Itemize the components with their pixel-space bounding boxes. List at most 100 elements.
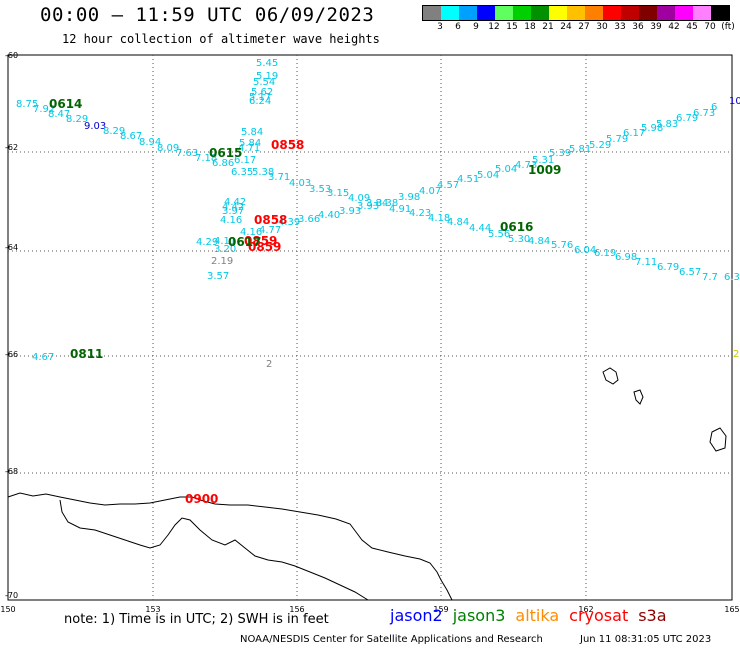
colorbar-label: (ft) <box>721 22 735 32</box>
wave-height-value: 6.86 <box>212 158 234 169</box>
colorbar-swatch <box>675 6 693 20</box>
credit-line: NOAA/NESDIS Center for Satellite Applica… <box>240 634 543 645</box>
wave-height-value: 4.39 <box>278 217 300 228</box>
pass-time-label: 0859 <box>248 240 281 254</box>
wave-height-value: 4.84 <box>528 236 550 247</box>
colorbar-label: 36 <box>632 22 644 32</box>
latitude-label: -68 <box>5 467 18 476</box>
island-3 <box>709 427 727 452</box>
latitude-label: -62 <box>5 143 18 152</box>
colorbar-swatch <box>459 6 477 20</box>
wave-height-value: 5.04 <box>477 170 499 181</box>
wave-height-value: 6.79 <box>676 113 698 124</box>
wave-height-value: 5.83 <box>656 119 678 130</box>
pass-time-label: 0616 <box>500 220 533 234</box>
wave-height-value: 5.81 <box>569 144 591 155</box>
wave-height-value: 8.09 <box>157 143 179 154</box>
longitude-label: 150 <box>0 605 15 614</box>
wave-height-value: 3.20 <box>214 244 236 255</box>
wave-height-value: 5.45 <box>256 58 278 69</box>
wave-height-value: 4.57 <box>437 180 459 191</box>
wave-height-value: 4.29 <box>196 237 218 248</box>
wave-height-value: 5.54 <box>253 77 275 88</box>
colorbar-label: 42 <box>668 22 680 32</box>
satellite-legend-jason2: jason2 <box>390 606 443 625</box>
wave-height-value: 6.35 <box>231 167 253 178</box>
wave-height-value: 5.38 <box>252 167 274 178</box>
wave-height-value: 5.30 <box>508 234 530 245</box>
map-title: 00:00 – 11:59 UTC 06/09/2023 <box>40 4 375 26</box>
colorbar-swatch <box>711 6 729 20</box>
longitude-label: 156 <box>289 605 304 614</box>
wave-height-value: 4.09 <box>348 193 370 204</box>
colorbar-label: 70 <box>704 22 716 32</box>
coastline-main <box>7 492 453 601</box>
wave-height-value: 4.18 <box>428 213 450 224</box>
colorbar-swatch <box>441 6 459 20</box>
colorbar-label: 45 <box>686 22 698 32</box>
pass-time-label: 1009 <box>528 163 561 177</box>
wave-height-value: 6.79 <box>657 262 679 273</box>
wave-height-value: 5.79 <box>606 134 628 145</box>
colorbar-label: 6 <box>455 22 461 32</box>
wave-height-value: 2.19 <box>211 256 233 267</box>
wave-height-value: 3.53 <box>309 184 331 195</box>
wave-height-value: 7.63 <box>176 148 198 159</box>
wave-height-value: 5.39 <box>549 148 571 159</box>
coastline <box>7 367 727 601</box>
colorbar-swatch <box>495 6 513 20</box>
pass-time-label: 0617 <box>228 235 261 249</box>
wave-height-value: 3.93 <box>357 201 379 212</box>
wave-height-value: 3.66 <box>298 214 320 225</box>
wave-height-value: 7.92 <box>33 104 55 115</box>
colorbar-swatch <box>639 6 657 20</box>
pass-time-label: 0858 <box>254 213 287 227</box>
wave-height-value: 4.91 <box>389 204 411 215</box>
satellite-legend-cryosat: cryosat <box>569 606 629 625</box>
colorbar-label: 33 <box>614 22 626 32</box>
wave-height-value: 3.84 <box>366 198 388 209</box>
colorbar-swatch <box>693 6 711 20</box>
colorbar-swatch <box>531 6 549 20</box>
wave-height-colorbar <box>422 5 730 21</box>
colorbar-label: 18 <box>524 22 536 32</box>
wave-height-value: 5.84 <box>239 138 261 149</box>
wave-height-value: 8.29 <box>66 114 88 125</box>
colorbar-label: 21 <box>542 22 554 32</box>
wave-height-value: 4.23 <box>409 208 431 219</box>
wave-height-value: 5.84 <box>241 127 263 138</box>
wave-height-value: 6.57 <box>679 267 701 278</box>
wave-height-value: 7.7 <box>702 272 718 283</box>
colorbar-swatch <box>423 6 441 20</box>
latitude-label: -64 <box>5 243 18 252</box>
wave-height-value: 3.38 <box>376 198 398 209</box>
satellite-legend: jason2 jason3 altika cryosat s3a <box>390 606 677 625</box>
longitude-label: 159 <box>433 605 448 614</box>
wave-height-value: 5.04 <box>495 164 517 175</box>
wave-height-value: 4.44 <box>469 223 491 234</box>
wave-height-value: 5.98 <box>641 123 663 134</box>
latitude-labels: -60 -62 -64 -66 -68 -70 <box>5 51 18 600</box>
colorbar-label: 12 <box>488 22 500 32</box>
map-frame <box>7 54 733 601</box>
wave-height-value: 4.03 <box>289 178 311 189</box>
wave-height-value: 6.24 <box>249 96 271 107</box>
wave-height-value: 4.42 <box>224 197 246 208</box>
longitude-label: 153 <box>145 605 160 614</box>
wave-height-value: 6.30 <box>724 272 740 283</box>
wave-height-values: 8.757.928.478.299.038.298.678.948.097.63… <box>16 58 740 370</box>
colorbar-swatch <box>621 6 639 20</box>
wave-height-value: 10.20 <box>729 96 740 107</box>
pass-time-label: 0859 <box>244 234 277 248</box>
coastline-inner <box>59 499 369 601</box>
longitude-labels: 150 153 156 159 162 165 <box>0 605 739 614</box>
pass-time-label: 0900 <box>185 492 218 506</box>
wave-height-value: 8.94 <box>139 137 161 148</box>
longitude-label: 165 <box>724 605 739 614</box>
wave-height-value: 7.11 <box>635 257 657 268</box>
colorbar-swatch <box>513 6 531 20</box>
wave-height-value: 3.98 <box>398 192 420 203</box>
pass-time-label: 0615 <box>209 146 242 160</box>
colorbar-label: 3 <box>437 22 443 32</box>
longitude-label: 162 <box>578 605 593 614</box>
